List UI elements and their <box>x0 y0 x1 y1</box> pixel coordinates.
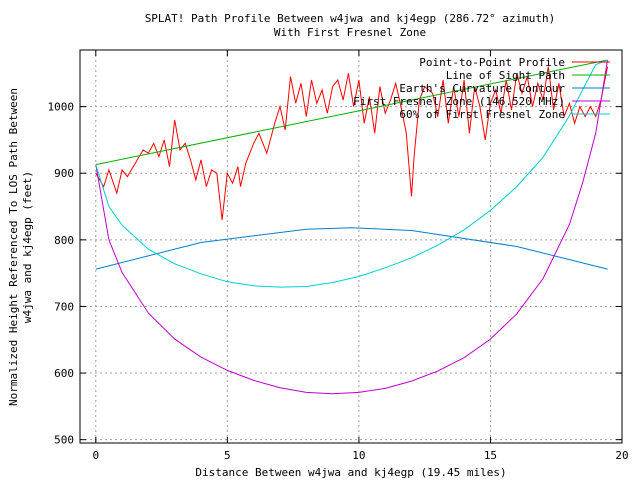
series-line-first-fresnel-zone-146-520-mhz <box>95 59 608 395</box>
legend-label-60-of-first-fresnel-zone: 60% of First Fresnel Zone <box>399 108 565 121</box>
legend-label-earth-s-curvature-contour: Earth's Curvature Contour <box>399 82 565 95</box>
ticks: 0 5 10 15 20 500 600 700 800 900 1000 <box>48 50 629 462</box>
legend-label-first-fresnel-zone-146-520-mhz: First Fresnel Zone (146.520 MHz) <box>353 95 565 108</box>
x-tick-label: 20 <box>615 449 628 462</box>
y-tick-label: 700 <box>54 300 74 313</box>
x-tick-label: 15 <box>484 449 497 462</box>
y-tick-label: 900 <box>54 167 74 180</box>
series-line-60-of-first-fresnel-zone <box>95 59 608 288</box>
chart-subtitle: With First Fresnel Zone <box>274 26 426 39</box>
y-axis-label-line-1: Normalized Height Referenced To LOS Path… <box>7 88 20 406</box>
x-tick-label: 0 <box>92 449 99 462</box>
plot-border <box>79 49 623 444</box>
legend-label-point-to-point-profile: Point-to-Point Profile <box>419 56 565 69</box>
series-line-line-of-sight-path <box>95 59 608 166</box>
x-tick-label: 5 <box>224 449 231 462</box>
x-axis-label: Distance Between w4jwa and kj4egp (19.45… <box>195 466 506 479</box>
y-tick-label: 600 <box>54 367 74 380</box>
y-tick-label: 500 <box>54 434 74 447</box>
y-tick-label: 1000 <box>48 101 75 114</box>
chart-title: SPLAT! Path Profile Between w4jwa and kj… <box>145 12 556 25</box>
series-line-point-to-point-profile <box>95 66 608 220</box>
y-axis-label-line-2: w4jwa and kj4egp (feet) <box>21 171 34 323</box>
x-tick-label: 10 <box>352 449 365 462</box>
series-group <box>95 59 608 395</box>
legend-label-line-of-sight-path: Line of Sight Path <box>446 69 565 82</box>
y-tick-label: 800 <box>54 234 74 247</box>
series-line-earth-s-curvature-contour <box>95 227 608 270</box>
